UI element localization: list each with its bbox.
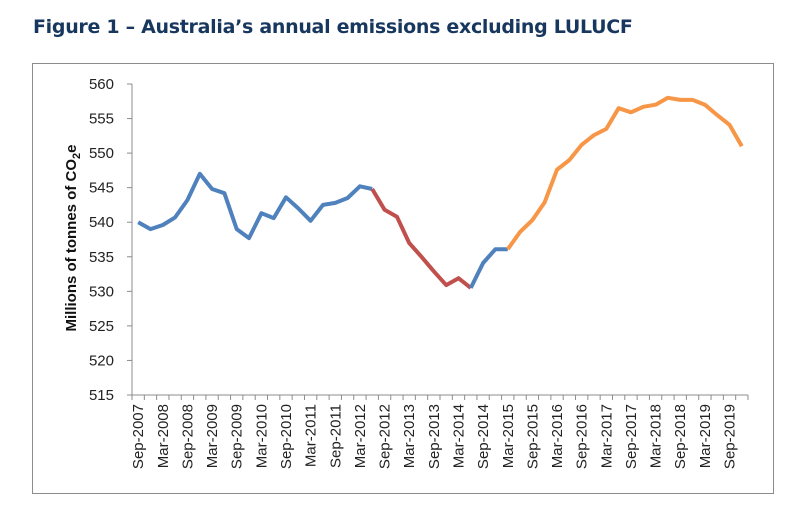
x-tick-label: Mar-2019 — [697, 404, 714, 468]
y-tick-label: 550 — [89, 145, 114, 162]
x-tick-label: Sep-2017 — [623, 404, 640, 469]
series-line-segment — [469, 247, 508, 289]
x-tick-label: Sep-2019 — [722, 404, 739, 469]
figure-title: Figure 1 – Australia’s annual emissions … — [33, 16, 633, 38]
y-axis-title: Millions of tonnes of CO2e — [63, 145, 83, 332]
x-tick-label: Sep-2015 — [524, 404, 541, 469]
x-tick-label: Sep-2013 — [426, 404, 443, 469]
y-tick-label: 535 — [89, 249, 114, 266]
y-tick-label: 525 — [89, 318, 114, 335]
y-tick-label: 560 — [89, 76, 114, 93]
chart-frame — [32, 63, 774, 494]
x-tick-label: Mar-2017 — [598, 404, 615, 468]
x-tick-label: Sep-2011 — [327, 404, 344, 468]
y-tick-label: 540 — [89, 214, 114, 231]
x-tick-label: Sep-2010 — [278, 404, 295, 469]
x-tick-label: Sep-2012 — [377, 404, 394, 469]
y-axis-title-subscript: 2 — [71, 153, 83, 159]
x-tick-label: Sep-2018 — [672, 404, 689, 469]
x-tick-label: Sep-2014 — [475, 404, 492, 469]
x-tick-label: Mar-2008 — [155, 404, 172, 468]
x-tick-label: Mar-2011 — [303, 404, 320, 467]
x-tick-label: Sep-2016 — [574, 404, 591, 469]
y-tick-label: 515 — [89, 387, 114, 404]
x-tick-label: Mar-2009 — [204, 404, 221, 468]
series-lines — [137, 95, 744, 290]
x-tick-label: Mar-2014 — [450, 404, 467, 468]
y-axis-title-main: Millions of tonnes of CO — [63, 159, 80, 332]
x-tick-label: Sep-2007 — [130, 404, 147, 469]
y-axis-title-suffix: e — [63, 145, 80, 153]
x-tick-label: Mar-2018 — [648, 404, 665, 468]
y-tick-label: 530 — [89, 283, 114, 300]
axes: 515 520 525 530 535 540 545 550 555 560 Sep-2007 Ma… — [89, 76, 749, 469]
x-tick-label: Mar-2016 — [549, 404, 566, 468]
x-tick-label: Mar-2012 — [352, 404, 369, 468]
x-tick-label: Sep-2008 — [179, 404, 196, 469]
x-tick-label: Sep-2009 — [229, 404, 246, 469]
series-line-segment — [137, 171, 373, 241]
y-tick-label: 545 — [89, 180, 114, 197]
y-tick-label: 520 — [89, 352, 114, 369]
y-tick-label: 555 — [89, 111, 114, 128]
x-tick-label: Mar-2015 — [500, 404, 517, 468]
x-tick-label: Mar-2013 — [401, 404, 418, 468]
x-tick-label: Mar-2010 — [253, 404, 270, 468]
series-line-segment — [370, 187, 473, 290]
series-line-segment — [506, 95, 744, 251]
